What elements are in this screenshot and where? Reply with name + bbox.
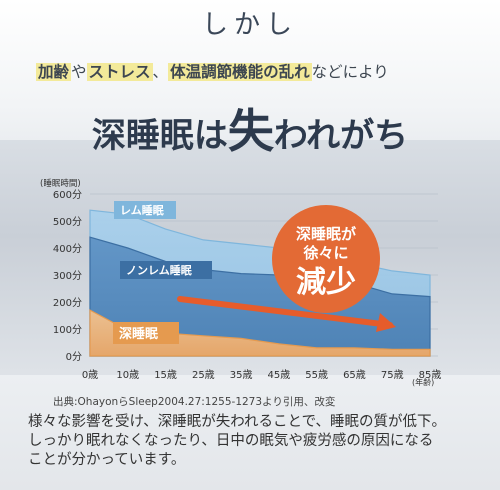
badge-line-3: 減少 [296, 265, 356, 300]
x-tick-label: 85歳 [419, 369, 442, 381]
x-tick-label: 0歳 [82, 369, 98, 381]
x-tick-label: 75歳 [381, 369, 404, 381]
legend-deep-label: 深睡眠 [119, 326, 158, 342]
x-axis-ticks: 0歳 10歳 15歳 25歳 35歳 45歳 55歳 65歳 75歳 85歳 [82, 369, 442, 381]
y-tick-label: 400分 [53, 243, 82, 255]
y-tick-label: 200分 [53, 297, 82, 309]
decline-arrow-shaft [177, 296, 393, 328]
subtitle-suffix: などにより [311, 63, 389, 81]
x-tick-label: 10歳 [116, 369, 139, 381]
legend-nonrem-label: ノンレム睡眠 [126, 263, 192, 277]
subtitle-stress: ストレス [86, 63, 153, 81]
x-tick-label: 45歳 [268, 369, 291, 381]
legend-deep-bg [113, 322, 179, 344]
subtitle-comma: 、 [152, 63, 169, 81]
headline: 深睡眠は失われがち [0, 95, 500, 161]
x-tick-label: 35歳 [230, 369, 253, 381]
headline-part-3: われがち [273, 116, 409, 156]
subtitle-thermoregulation: 体温調節機能の乱れ [168, 63, 312, 81]
x-tick-label: 15歳 [154, 369, 177, 381]
description-line-2: しっかり眠れなくなったり、日中の眠気や疲労感の原因になる [28, 433, 434, 449]
y-tick-label: 600分 [53, 189, 82, 201]
x-tick-label: 25歳 [192, 369, 215, 381]
page-title: しかし [201, 10, 298, 40]
headline-part-2: 失 [227, 104, 274, 158]
x-tick-label: 65歳 [343, 369, 366, 381]
decline-badge [272, 205, 380, 313]
subtitle-aging: 加齢 [36, 63, 72, 81]
x-axis-label: (年齢) [412, 377, 434, 387]
x-tick-label: 55歳 [305, 369, 328, 381]
legend-rem-bg [114, 201, 176, 219]
y-tick-label: 300分 [53, 270, 82, 282]
badge-line-1: 深睡眠が [296, 225, 357, 243]
badge-line-2: 徐々に [302, 244, 348, 262]
source-note: 出典:OhayonらSleep2004.27:1255-1273より引用、改変 [53, 396, 336, 408]
y-tick-label: 100分 [53, 324, 82, 336]
footer-background [0, 375, 500, 490]
description: 様々な影響を受け、深睡眠が失われることで、睡眠の質が低下。 しっかり眠れなくなっ… [28, 413, 483, 470]
y-tick-label: 0分 [66, 351, 82, 363]
y-axis-ticks: 0分 100分 200分 300分 400分 500分 600分 [53, 189, 82, 363]
decline-arrow-head [376, 313, 396, 332]
description-line-3: ことが分かっています。 [28, 452, 186, 468]
y-axis-label: (睡眠時間) [40, 179, 81, 189]
legend-rem-label: レム睡眠 [120, 203, 164, 217]
legend-nonrem-bg [120, 261, 212, 279]
description-line-1: 様々な影響を受け、深睡眠が失われることで、睡眠の質が低下。 [28, 414, 447, 430]
headline-part-1: 深睡眠は [91, 116, 228, 156]
subtitle-particle-1: や [71, 63, 87, 81]
subtitle: 加齢やストレス、体温調節機能の乱れ などにより [36, 60, 389, 82]
y-tick-label: 500分 [53, 216, 82, 228]
